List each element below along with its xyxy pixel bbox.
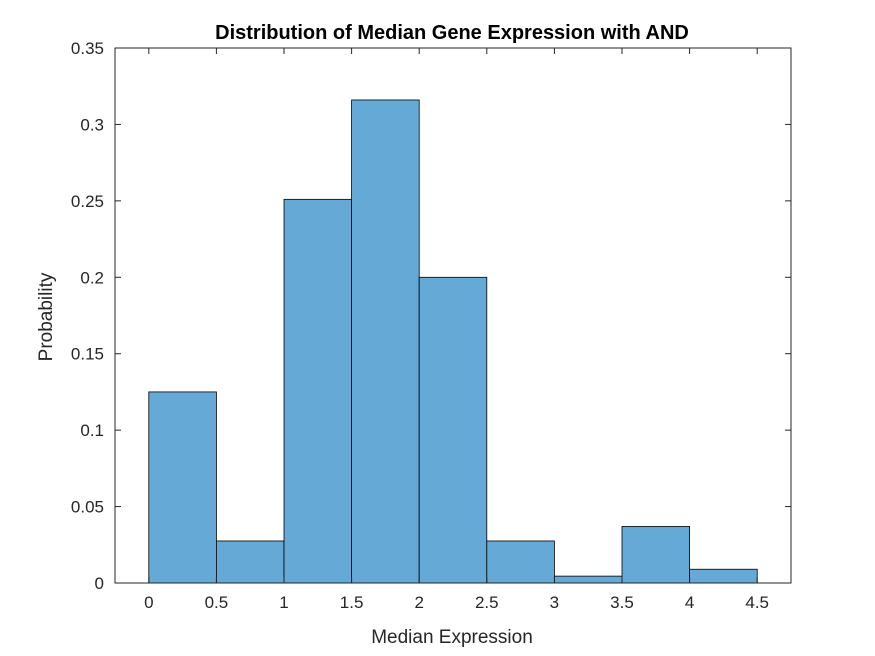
chart-title: Distribution of Median Gene Expression w… xyxy=(215,22,689,44)
x-tick-label: 1.5 xyxy=(340,593,364,612)
x-tick-label: 2 xyxy=(414,593,423,612)
x-tick-label: 3 xyxy=(550,593,559,612)
histogram-bar xyxy=(418,276,488,584)
x-tick-label: 1 xyxy=(279,593,288,612)
y-tick-label: 0 xyxy=(95,574,104,593)
y-tick-label: 0.15 xyxy=(71,345,104,364)
histogram-bar xyxy=(215,540,285,584)
y-tick-label: 0.25 xyxy=(71,192,104,211)
y-tick-label: 0.3 xyxy=(80,115,104,134)
histogram-bar xyxy=(351,99,420,584)
x-tick-label: 0 xyxy=(144,593,153,612)
histogram-bar xyxy=(148,391,217,584)
y-axis-label: Probability xyxy=(36,272,57,361)
y-tick-label: 0.2 xyxy=(80,268,104,287)
histogram-bar xyxy=(554,575,623,584)
axes-box xyxy=(114,47,792,584)
x-tick-label: 3.5 xyxy=(610,593,634,612)
x-tick-label: 4.5 xyxy=(745,593,769,612)
x-tick-label: 4 xyxy=(685,593,694,612)
x-tick-label: 0.5 xyxy=(205,593,229,612)
y-tick-label: 0.35 xyxy=(71,39,104,58)
x-axis-label: Median Expression xyxy=(371,627,533,648)
histogram-bar xyxy=(283,198,352,584)
x-tick-label: 2.5 xyxy=(475,593,499,612)
histogram-bar xyxy=(486,540,555,584)
y-tick-label: 0.1 xyxy=(80,421,104,440)
plot-area: 0 0.5 1 1.5 2 2.5 3 3.5 4 4.5 0 0.05 0.1 0.15 0.2 0.25 0… xyxy=(71,39,792,612)
histogram-bar xyxy=(689,568,758,584)
histogram-bar xyxy=(621,526,690,584)
y-tick-label: 0.05 xyxy=(71,498,104,517)
